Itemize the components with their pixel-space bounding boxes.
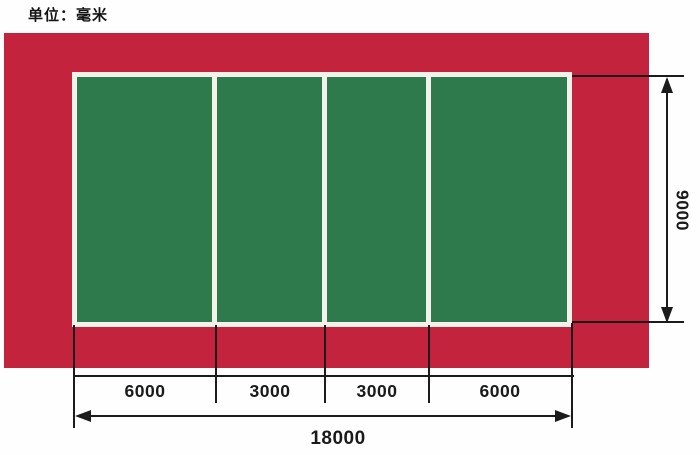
arrow-up-icon — [661, 77, 673, 93]
segment-connector-line — [74, 375, 574, 377]
extension-line-top-right — [572, 75, 684, 77]
arrow-left-icon — [75, 410, 91, 422]
dimension-label-segment-4: 6000 — [479, 381, 521, 401]
dimension-line-total-width — [78, 415, 568, 417]
extension-line-divider-2 — [324, 325, 326, 403]
unit-label: 单位：毫米 — [28, 6, 109, 24]
extension-line-bottom-right — [572, 321, 684, 323]
court-area — [72, 72, 572, 327]
court-panel-2 — [217, 77, 322, 322]
extension-line-divider-3 — [428, 325, 430, 403]
court-panel-4 — [430, 77, 567, 322]
dimension-line-height — [666, 79, 668, 323]
court-panel-3 — [326, 77, 426, 322]
dimension-label-segment-3: 3000 — [356, 381, 398, 401]
court-panel-1 — [77, 77, 213, 322]
extension-line-divider-1 — [215, 325, 217, 403]
dimension-label-total-width: 18000 — [310, 428, 366, 449]
arrow-down-icon — [661, 307, 673, 323]
arrow-right-icon — [555, 410, 571, 422]
dimension-label-segment-1: 6000 — [124, 381, 166, 401]
dimension-label-segment-2: 3000 — [249, 381, 291, 401]
dimension-label-height: 9000 — [672, 190, 693, 231]
